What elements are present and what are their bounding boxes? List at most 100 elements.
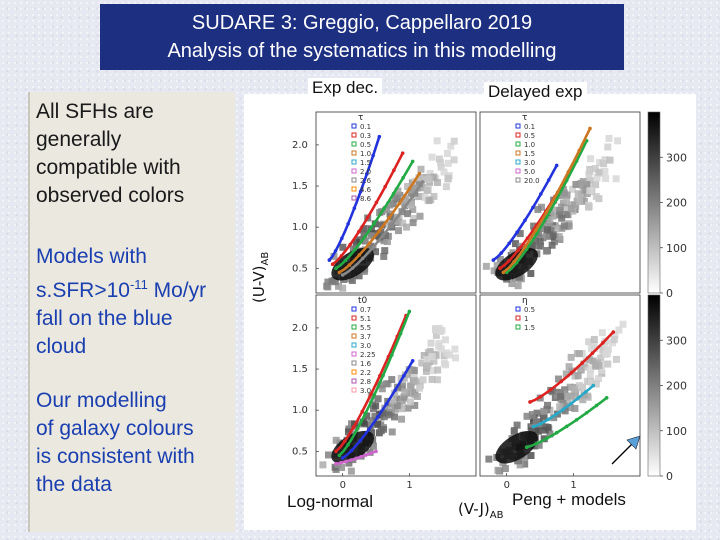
density-cell — [533, 409, 541, 417]
density-cell — [379, 409, 387, 417]
density-cell — [535, 441, 543, 449]
density-cell — [441, 336, 449, 344]
legend-marker — [515, 132, 521, 138]
legend-title: τ — [522, 113, 527, 123]
density-cell — [360, 230, 368, 238]
legend-label: 3.0 — [524, 159, 535, 167]
x-tick-label: 1 — [406, 480, 412, 491]
model-point — [525, 236, 530, 240]
arrow — [611, 435, 641, 465]
legend-marker — [351, 351, 357, 357]
density-cell — [360, 225, 368, 233]
model-point — [347, 263, 352, 267]
legend-label: 1.0 — [524, 141, 535, 149]
legend-marker — [515, 306, 521, 312]
density-cell — [415, 180, 423, 188]
model-point — [390, 221, 395, 226]
model-point — [531, 424, 536, 429]
density-cell — [528, 411, 536, 419]
density-cell — [442, 361, 450, 369]
legend-label: 5.5 — [360, 324, 371, 332]
legend-title: t0 — [358, 296, 368, 306]
bullet-2-line: fall on the blue — [36, 307, 173, 330]
ssfr-text: s.SFR>10 — [36, 279, 130, 302]
density-cell — [394, 187, 402, 195]
density-cell — [433, 137, 441, 145]
density-cell — [583, 181, 591, 189]
density-cell — [543, 226, 551, 234]
density-cell — [561, 402, 569, 410]
model-point — [507, 258, 511, 263]
density-cell — [402, 196, 410, 204]
density-cell — [516, 461, 524, 469]
density-cell — [571, 404, 579, 412]
model-point — [346, 222, 350, 226]
density-cell — [563, 206, 571, 214]
density-cell — [399, 219, 407, 227]
density-cell — [574, 372, 582, 380]
model-point — [340, 456, 345, 460]
model-point — [364, 453, 368, 457]
density-cell — [339, 284, 347, 292]
model-point — [369, 392, 373, 397]
bullet-2-line: s.SFR>10-11 Mo/yr — [36, 271, 206, 305]
legend-label: 0.1 — [360, 123, 371, 131]
density-cell — [602, 350, 610, 358]
density-cell — [405, 370, 413, 378]
colorbar-tick-label: 200 — [666, 380, 687, 393]
bullet-2: Models with s.SFR>10-11 Mo/yr fall on th… — [36, 243, 206, 361]
model-point — [554, 197, 559, 202]
legend-marker — [351, 324, 357, 330]
density-cell — [319, 461, 327, 469]
density-cell — [393, 217, 401, 225]
density-cell — [378, 221, 386, 229]
legend-marker — [351, 141, 357, 147]
density-cell — [388, 376, 396, 384]
model-point — [402, 373, 406, 378]
density-cell — [579, 396, 587, 404]
density-cell — [567, 392, 575, 400]
density-cell — [561, 407, 569, 415]
density-cell — [482, 262, 490, 270]
density-cell — [550, 414, 558, 422]
legend-label: 1.5 — [524, 324, 535, 332]
model-point — [524, 445, 529, 450]
model-point — [372, 221, 377, 226]
model-point — [354, 456, 358, 461]
density-cell — [592, 361, 600, 369]
label-exp-dec: Exp dec. — [308, 78, 383, 98]
density-cell — [330, 252, 338, 260]
density-cell — [563, 198, 571, 206]
model-point — [372, 393, 377, 397]
density-cell — [427, 339, 435, 347]
density-cell — [352, 238, 360, 246]
density-cell — [371, 412, 379, 420]
x-tick-label: 0 — [504, 480, 510, 491]
model-point — [387, 215, 392, 220]
density-cell — [563, 210, 571, 218]
model-point — [349, 448, 354, 453]
model-point — [350, 266, 355, 270]
model-point — [391, 191, 396, 196]
density-cell — [324, 283, 332, 291]
density-cell — [451, 345, 459, 353]
model-point — [349, 458, 353, 462]
density-cell — [599, 346, 607, 354]
legend-marker — [351, 378, 357, 384]
bullet-1: All SFHs are generally compatible with o… — [36, 98, 184, 210]
density-cell — [380, 252, 388, 260]
density-cell — [528, 243, 536, 251]
legend-label: 3.0 — [360, 387, 371, 395]
density-cell — [552, 225, 560, 233]
density-cell — [540, 413, 548, 421]
density-cell — [567, 205, 575, 213]
density-cell — [368, 232, 376, 240]
density-cell — [532, 237, 540, 245]
density-cell — [555, 375, 563, 383]
density-cell — [433, 178, 441, 186]
model-point — [363, 411, 368, 415]
colorbar-tick-label: 300 — [666, 151, 687, 164]
density-cell — [513, 421, 521, 429]
legend-marker — [515, 141, 521, 147]
density-cell — [541, 426, 549, 434]
